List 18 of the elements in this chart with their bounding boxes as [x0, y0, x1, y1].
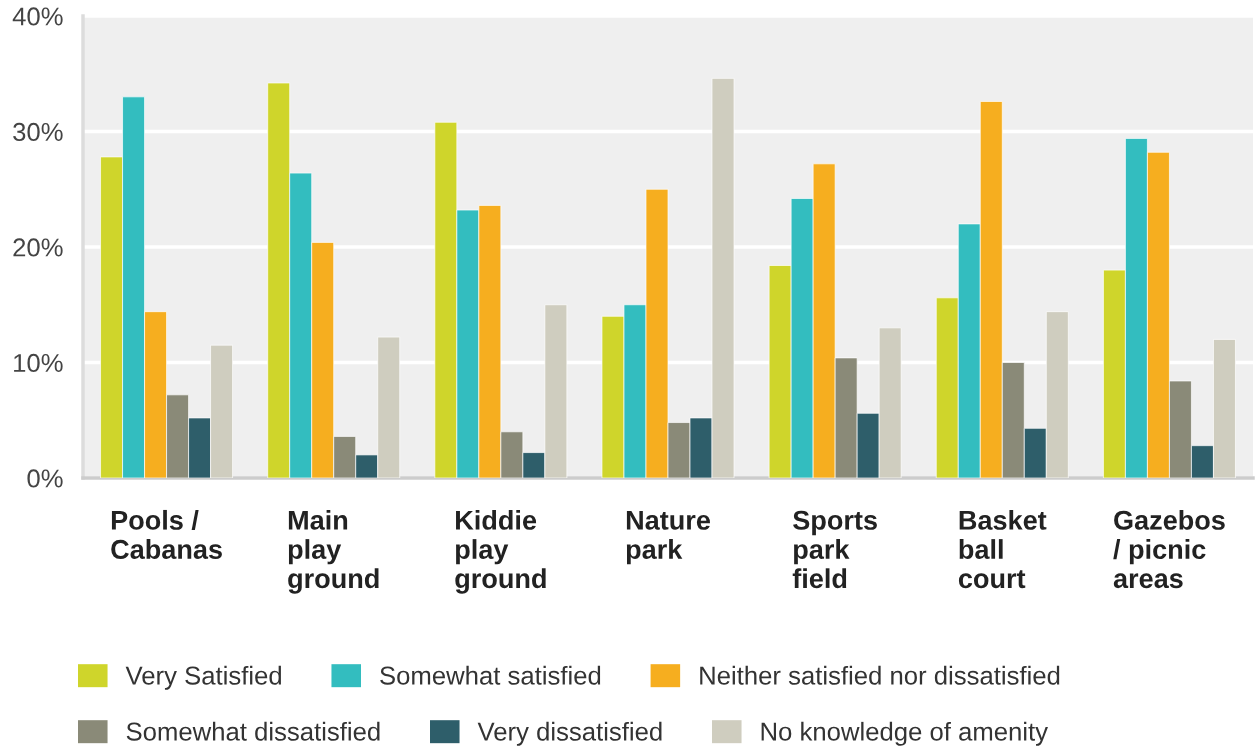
x-tick-label: Main play ground	[288, 509, 379, 594]
x-tick-label: Pools / Cabanas	[111, 509, 222, 560]
x-tick-label: Kiddie play ground	[455, 509, 546, 594]
x-tick-label: Sports park field	[792, 510, 877, 589]
y-tick-label: 20%	[13, 238, 63, 257]
x-tick-label: Nature park	[626, 510, 710, 565]
x-tick-label: Gazebos / picnic areas	[1113, 509, 1225, 589]
y-tick-label: 10%	[14, 353, 63, 373]
legend-label: Very dissatisfied	[477, 721, 662, 746]
y-tick-label: 30%	[13, 122, 63, 142]
legend-label: Neither satisfied nor dissatisfied	[700, 665, 1060, 685]
y-tick-label: 0%	[27, 469, 63, 488]
legend-label: Somewhat satisfied	[380, 665, 601, 685]
y-tick-label: 40%	[12, 7, 63, 26]
legend-label: Very Satisfied	[125, 665, 281, 690]
legend-label: Somewhat dissatisfied	[126, 721, 380, 741]
legend-label: No knowledge of amenity	[761, 721, 1048, 746]
x-tick-label: Basket ball court	[958, 509, 1047, 589]
